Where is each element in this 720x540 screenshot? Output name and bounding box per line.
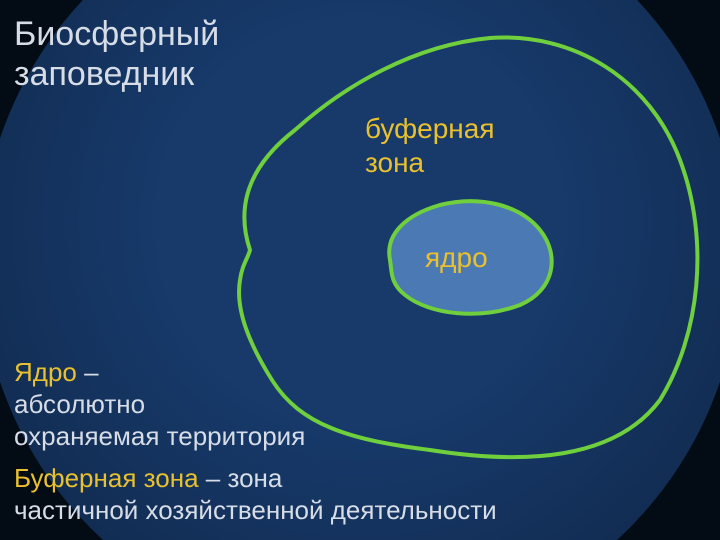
core-label: ядро — [425, 242, 488, 274]
buffer-definition-term: Буферная зона — [14, 463, 199, 493]
buffer-definition: Буферная зона – зона частичной хозяйстве… — [14, 462, 497, 526]
buffer-zone-label: буферная зона — [365, 112, 495, 180]
core-definition-term: Ядро — [14, 357, 77, 387]
slide-stage: Биосферный заповедник буферная зона ядро Яд… — [0, 0, 720, 540]
core-definition: Ядро – абсолютно охраняемая территория — [14, 356, 305, 452]
slide-title: Биосферный заповедник — [14, 14, 219, 94]
